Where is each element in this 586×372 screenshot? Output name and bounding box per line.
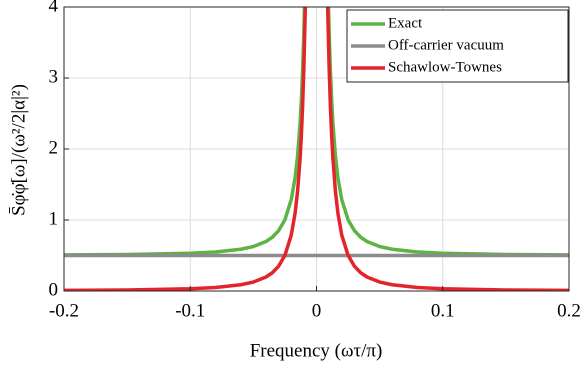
x-axis-label: Frequency (ωτ/π): [250, 340, 383, 361]
series-line: [64, 7, 569, 291]
x-tick-label: 0: [312, 300, 322, 321]
y-tick-label: 4: [49, 0, 59, 16]
y-tick-label: 1: [49, 208, 59, 229]
x-tick-label: -0.2: [49, 300, 79, 321]
legend: Exact Off-carrier vacuum Schawlow-Townes: [346, 9, 569, 83]
legend-box: [346, 9, 569, 83]
ticks: 0 1 2 3 4 -0.2 -0.1 0 0.1 0.2: [49, 0, 581, 321]
y-axis-label: S̄φ̇φ̇[ω]/(ω²/2|α|²): [8, 84, 29, 216]
legend-label: Exact: [388, 15, 423, 31]
x-tick-label: 0.1: [431, 300, 455, 321]
y-tick-label: 0: [49, 279, 59, 300]
legend-label: Schawlow-Townes: [388, 59, 502, 75]
y-tick-label: 2: [49, 137, 59, 158]
x-tick-label: -0.1: [175, 300, 205, 321]
y-tick-label: 3: [49, 66, 59, 87]
x-tick-label: 0.2: [557, 300, 581, 321]
plot-lines: [64, 7, 569, 291]
legend-label: Off-carrier vacuum: [388, 37, 504, 53]
series-line: [64, 7, 569, 257]
